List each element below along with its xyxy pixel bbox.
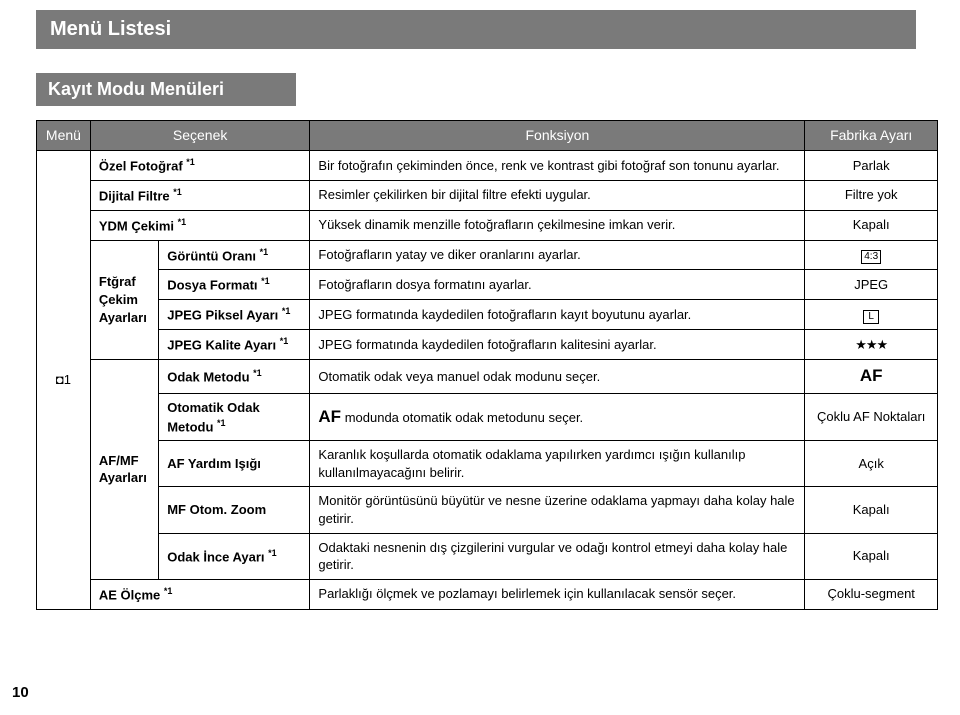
function-cell: Yüksek dinamik menzille fotoğrafların çe… xyxy=(310,210,805,240)
default-cell: ★★★ xyxy=(805,330,938,360)
option-cell: Otomatik Odak Metodu *1 xyxy=(159,393,310,440)
default-cell: Kapalı xyxy=(805,210,938,240)
footnote-mark: *1 xyxy=(268,548,277,558)
function-cell: Bir fotoğrafın çekiminden önce, renk ve … xyxy=(310,150,805,180)
table-row: JPEG Kalite Ayarı *1 JPEG formatında kay… xyxy=(37,330,938,360)
af-inline: AF xyxy=(318,407,341,426)
function-cell: Otomatik odak veya manuel odak modunu se… xyxy=(310,360,805,394)
group-cell-af: AF/MF Ayarları xyxy=(90,360,158,580)
table-row: YDM Çekimi *1 Yüksek dinamik menzille fo… xyxy=(37,210,938,240)
group-cell-photo: Ftğraf Çekim Ayarları xyxy=(90,240,158,360)
option-label: Otomatik Odak Metodu xyxy=(167,400,259,434)
table-header-row: Menü Seçenek Fonksiyon Fabrika Ayarı xyxy=(37,121,938,151)
th-menu: Menü xyxy=(37,121,91,151)
table-row: AF/MF Ayarları Odak Metodu *1 Otomatik o… xyxy=(37,360,938,394)
option-label: Dijital Filtre xyxy=(99,188,173,203)
size-badge: L xyxy=(863,310,879,324)
camera-icon: ◘ xyxy=(56,372,64,387)
af-label: AF xyxy=(860,366,883,385)
th-function: Fonksiyon xyxy=(310,121,805,151)
function-cell: AF modunda otomatik odak metodunu seçer. xyxy=(310,393,805,440)
function-cell: Parlaklığı ölçmek ve pozlamayı belirleme… xyxy=(310,579,805,609)
option-cell: AF Yardım Işığı xyxy=(159,441,310,487)
page-title-text: Menü Listesi xyxy=(50,18,171,40)
footnote-mark: *1 xyxy=(217,418,226,428)
option-cell: MF Otom. Zoom xyxy=(159,487,310,533)
default-cell: 4:3 xyxy=(805,240,938,270)
footnote-mark: *1 xyxy=(260,247,269,257)
function-cell: JPEG formatında kaydedilen fotoğrafların… xyxy=(310,300,805,330)
function-cell: Fotoğrafların yatay ve diker oranlarını … xyxy=(310,240,805,270)
footnote-mark: *1 xyxy=(186,157,195,167)
table-row: MF Otom. Zoom Monitör görüntüsünü büyütü… xyxy=(37,487,938,533)
function-cell: Karanlık koşullarda otomatik odaklama ya… xyxy=(310,441,805,487)
option-label: Özel Fotoğraf xyxy=(99,158,186,173)
default-cell: Çoklu-segment xyxy=(805,579,938,609)
table-row: Odak İnce Ayarı *1 Odaktaki nesnenin dış… xyxy=(37,533,938,579)
default-cell: Kapalı xyxy=(805,487,938,533)
ratio-badge: 4:3 xyxy=(861,250,881,264)
option-cell: Dosya Formatı *1 xyxy=(159,270,310,300)
table-row: AE Ölçme *1 Parlaklığı ölçmek ve pozlama… xyxy=(37,579,938,609)
default-cell: AF xyxy=(805,360,938,394)
option-cell: JPEG Kalite Ayarı *1 xyxy=(159,330,310,360)
footnote-mark: *1 xyxy=(164,586,173,596)
footnote-mark: *1 xyxy=(280,336,289,346)
default-cell: Parlak xyxy=(805,150,938,180)
function-cell: Monitör görüntüsünü büyütür ve nesne üze… xyxy=(310,487,805,533)
option-label: JPEG Piksel Ayarı xyxy=(167,308,282,323)
default-cell: Açık xyxy=(805,441,938,487)
option-label: Dosya Formatı xyxy=(167,278,261,293)
option-cell: Odak Metodu *1 xyxy=(159,360,310,394)
section-title-text: Kayıt Modu Menüleri xyxy=(48,79,224,99)
option-label: Odak İnce Ayarı xyxy=(167,549,268,564)
th-option: Seçenek xyxy=(90,121,310,151)
section-title-banner: Kayıt Modu Menüleri xyxy=(36,73,296,106)
function-cell: Resimler çekilirken bir dijital filtre e… xyxy=(310,180,805,210)
table-row: AF Yardım Işığı Karanlık koşullarda otom… xyxy=(37,441,938,487)
table-row: Dosya Formatı *1 Fotoğrafların dosya for… xyxy=(37,270,938,300)
default-cell: Filtre yok xyxy=(805,180,938,210)
table-row: JPEG Piksel Ayarı *1 JPEG formatında kay… xyxy=(37,300,938,330)
option-cell: Görüntü Oranı *1 xyxy=(159,240,310,270)
table-row: Ftğraf Çekim Ayarları Görüntü Oranı *1 F… xyxy=(37,240,938,270)
default-cell: L xyxy=(805,300,938,330)
option-cell: Dijital Filtre *1 xyxy=(90,180,310,210)
default-cell: Çoklu AF Noktaları xyxy=(805,393,938,440)
option-cell: AE Ölçme *1 xyxy=(90,579,310,609)
page-number: 10 xyxy=(12,684,29,701)
function-text: modunda otomatik odak metodunu seçer. xyxy=(341,410,583,425)
footnote-mark: *1 xyxy=(253,368,262,378)
footnote-mark: *1 xyxy=(173,187,182,197)
option-cell: YDM Çekimi *1 xyxy=(90,210,310,240)
option-label: YDM Çekimi xyxy=(99,218,178,233)
option-cell: JPEG Piksel Ayarı *1 xyxy=(159,300,310,330)
function-cell: Odaktaki nesnenin dış çizgilerini vurgul… xyxy=(310,533,805,579)
footnote-mark: *1 xyxy=(178,217,187,227)
menu-table: Menü Seçenek Fonksiyon Fabrika Ayarı ◘1 … xyxy=(36,120,938,610)
option-label: AE Ölçme xyxy=(99,587,164,602)
option-cell: Özel Fotoğraf *1 xyxy=(90,150,310,180)
option-label: JPEG Kalite Ayarı xyxy=(167,337,279,352)
default-cell: JPEG xyxy=(805,270,938,300)
table-row: Dijital Filtre *1 Resimler çekilirken bi… xyxy=(37,180,938,210)
table-row: ◘1 Özel Fotoğraf *1 Bir fotoğrafın çekim… xyxy=(37,150,938,180)
th-default: Fabrika Ayarı xyxy=(805,121,938,151)
option-label: Görüntü Oranı xyxy=(167,248,259,263)
option-label: Odak Metodu xyxy=(167,369,253,384)
default-cell: Kapalı xyxy=(805,533,938,579)
menu-number: 1 xyxy=(64,372,71,387)
menu-cell: ◘1 xyxy=(37,150,91,609)
function-cell: JPEG formatında kaydedilen fotoğrafların… xyxy=(310,330,805,360)
page-title-banner: Menü Listesi xyxy=(36,10,916,49)
function-cell: Fotoğrafların dosya formatını ayarlar. xyxy=(310,270,805,300)
footnote-mark: *1 xyxy=(282,306,291,316)
footnote-mark: *1 xyxy=(261,276,270,286)
option-cell: Odak İnce Ayarı *1 xyxy=(159,533,310,579)
table-row: Otomatik Odak Metodu *1 AF modunda otoma… xyxy=(37,393,938,440)
